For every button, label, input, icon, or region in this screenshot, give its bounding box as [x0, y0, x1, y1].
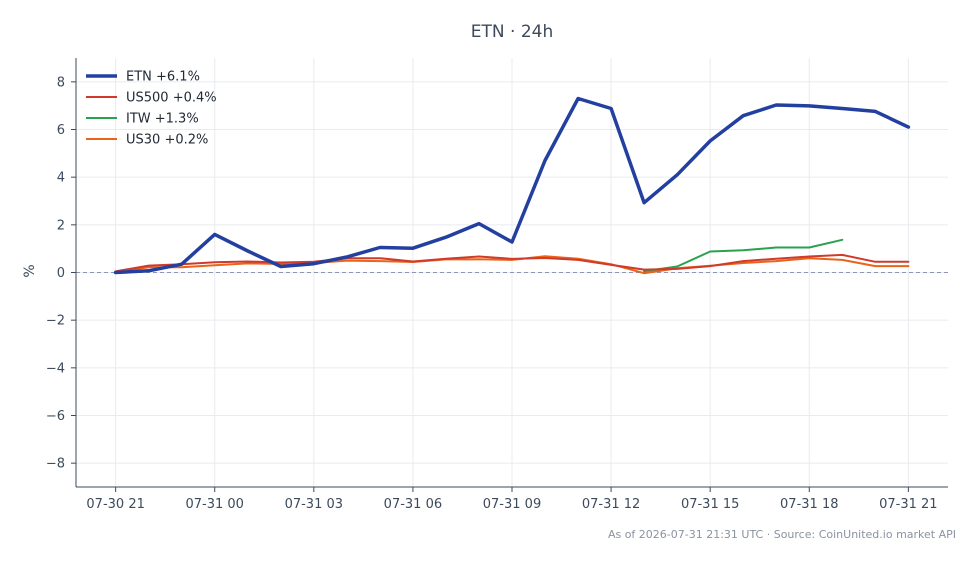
y-axis-label: %: [22, 264, 38, 277]
series-line-1: [113, 96, 911, 275]
y-tick-label: 2: [57, 218, 65, 233]
legend-label: US30 +0.2%: [126, 133, 208, 148]
y-tick-label: −6: [46, 409, 65, 424]
x-tick-label: 07-31 18: [780, 497, 838, 512]
x-tick-label: 07-30 21: [86, 497, 144, 512]
x-tick-label: 07-31 21: [879, 497, 937, 512]
legend-label: ITW +1.3%: [126, 112, 199, 127]
y-tick-label: −2: [46, 314, 65, 329]
x-ticks: 07-30 21 07-31 00 07-31 03 07-31 06 07-31 09…: [86, 487, 938, 512]
legend-label: US500 +0.4%: [126, 91, 217, 106]
y-tick-label: −8: [46, 457, 65, 472]
legend: ETN +6.1% US500 +0.4% ITW +1.3% US30 +0.2%: [86, 70, 217, 148]
chart-title: ETN · 24h: [471, 22, 553, 42]
x-tick-label: 07-31 09: [483, 497, 541, 512]
x-tick-label: 07-31 00: [186, 497, 244, 512]
series-lines: [113, 96, 911, 275]
source-footer: As of 2026-07-31 21:31 UTC · Source: Coi…: [608, 528, 956, 541]
series-line-4: [114, 255, 910, 275]
series-line-3: [643, 238, 844, 273]
x-tick-label: 07-31 12: [582, 497, 640, 512]
y-tick-label: 4: [57, 171, 65, 186]
legend-label: ETN +6.1%: [126, 70, 200, 85]
y-tick-label: 6: [57, 123, 65, 138]
x-tick-label: 07-31 15: [681, 497, 739, 512]
y-tick-label: −4: [46, 361, 65, 376]
y-tick-label: 8: [57, 75, 65, 90]
x-tick-label: 07-31 06: [384, 497, 442, 512]
y-tick-label: 0: [57, 266, 65, 281]
series-line-2: [114, 253, 910, 273]
x-tick-label: 07-31 03: [285, 497, 343, 512]
y-ticks: −8 −6 −4 −2 0 2 4 6 8: [46, 75, 76, 472]
